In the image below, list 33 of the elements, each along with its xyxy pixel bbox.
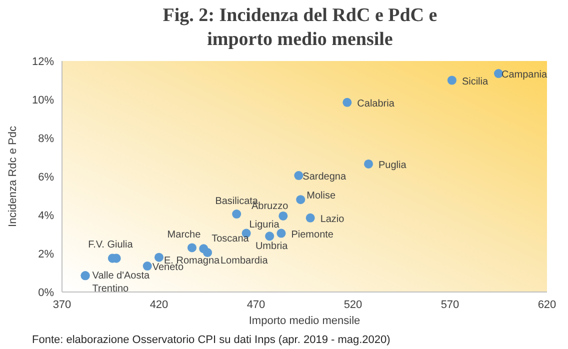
series-label: Puglia (378, 160, 407, 171)
y-tick-label: 12% (32, 56, 54, 68)
series-label: F.V. Giulia (88, 239, 134, 250)
series-label: Calabria (357, 98, 395, 110)
series-label: Lombardia (220, 256, 268, 267)
x-tick-label: 570 (440, 298, 460, 311)
series-label: Liguria (249, 219, 280, 230)
y-tick-label: 2% (38, 248, 54, 260)
source-note: Fonte: elaborazione Osservatorio CPI su dati Inps (apr. 2019 - mag.2020) (32, 334, 390, 346)
series-label: Umbria (255, 241, 288, 252)
chart-title: Fig. 2: Incidenza del RdC e PdC e importo medio mensile (162, 4, 438, 52)
x-tick-label: 420 (150, 298, 168, 311)
series-label: Piemonte (291, 229, 334, 240)
series-label: Trentino (92, 284, 130, 295)
series-label: Valle d'Aosta (92, 270, 150, 282)
series-label: Sicilia (462, 76, 488, 88)
x-tick-label: 470 (246, 298, 266, 311)
series-label: Campania (502, 70, 548, 81)
series-label: Marche (167, 230, 202, 241)
series-label: Molise (306, 190, 336, 202)
y-tick-label: 0% (38, 286, 54, 299)
series-label: Sardegna (302, 172, 346, 183)
y-axis-title: Incidenza Rdc e Pdc (6, 126, 19, 227)
series-label: Toscana (212, 234, 250, 245)
x-tick-label: 620 (538, 298, 556, 311)
y-tick-label: 10% (32, 94, 54, 106)
y-tick-label: 4% (38, 210, 54, 222)
series-label: Lazio (320, 214, 345, 225)
y-tick-label: 8% (38, 132, 54, 145)
x-tick-label: 370 (52, 298, 72, 311)
x-tick-label: 520 (344, 298, 362, 311)
x-axis-title: Importo medio mensile (248, 314, 362, 328)
y-tick-label: 6% (38, 171, 54, 184)
